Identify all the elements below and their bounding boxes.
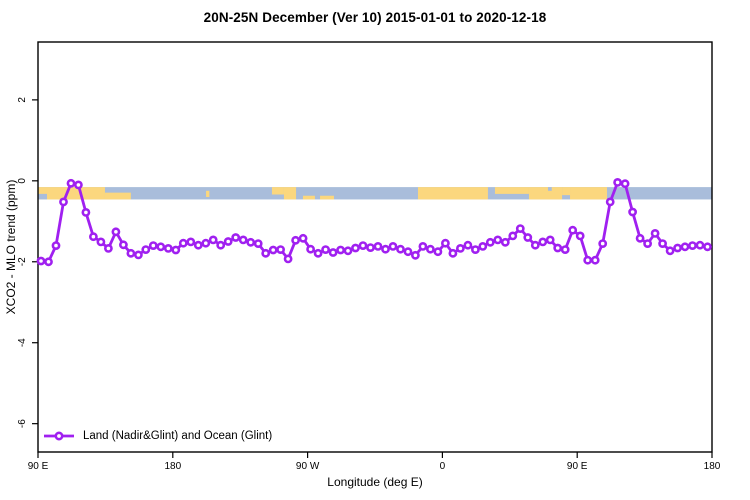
svg-text:180: 180 bbox=[704, 461, 721, 472]
svg-text:180: 180 bbox=[164, 461, 181, 472]
x-axis-title: Longitude (deg E) bbox=[327, 475, 423, 489]
svg-text:-2: -2 bbox=[17, 257, 28, 266]
svg-text:-4: -4 bbox=[17, 338, 28, 347]
chart-title: 20N-25N December (Ver 10) 2015-01-01 to … bbox=[203, 10, 547, 25]
svg-text:90 E: 90 E bbox=[28, 461, 49, 472]
svg-text:0: 0 bbox=[440, 461, 446, 472]
legend-series-symbol bbox=[44, 431, 74, 441]
svg-text:2: 2 bbox=[17, 97, 28, 103]
svg-text:90 E: 90 E bbox=[567, 461, 588, 472]
legend-series-label: Land (Nadir&Glint) and Ocean (Glint) bbox=[83, 430, 273, 442]
y-axis-title: XCO2 - MLO trend (ppm) bbox=[4, 179, 18, 315]
legend: Land (Nadir&Glint) and Ocean (Glint) bbox=[44, 430, 272, 442]
svg-text:90 W: 90 W bbox=[296, 461, 320, 472]
svg-text:0: 0 bbox=[17, 178, 28, 184]
svg-text:-6: -6 bbox=[17, 419, 28, 428]
